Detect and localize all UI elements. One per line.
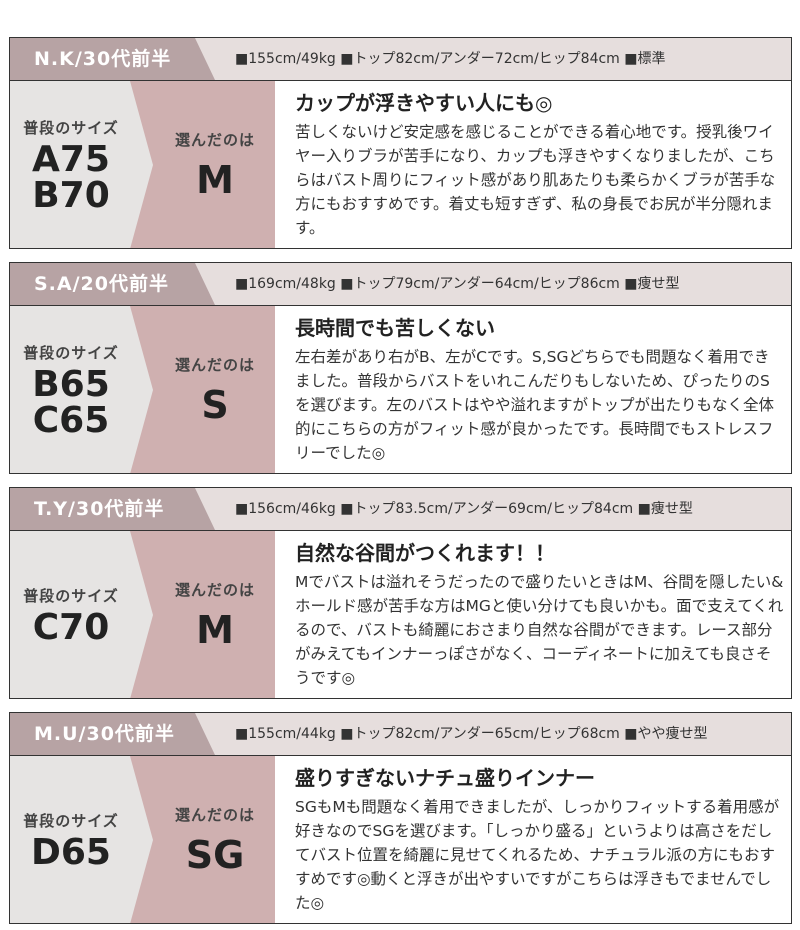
review-header: M.U/30代前半 ■155cm/44kg ■トップ82cm/アンダー65cm/… [10, 713, 791, 756]
usual-size: B65 [32, 363, 110, 405]
reviewer-name: S.A/20代前半 [10, 263, 215, 305]
usual-size-label: 普段のサイズ [23, 118, 119, 137]
review-header: T.Y/30代前半 ■156cm/46kg ■トップ83.5cm/アンダー69c… [10, 488, 791, 531]
review-content: 盛りすぎないナチュ盛りインナー SGもMも問題なく着用できましたが、しっかりフィ… [295, 762, 785, 915]
review-title: カップが浮きやすい人にも◎ [295, 91, 553, 115]
usual-size: D65 [31, 831, 111, 873]
review-text: 苦しくないけど安定感を感じることができる着心地です。授乳後ワイヤー入りブラが苦手… [295, 123, 776, 237]
usual-bg [10, 531, 153, 698]
chosen-size-block: 選んだのは S [155, 306, 275, 473]
reviewer-specs: ■155cm/49kg ■トップ82cm/アンダー72cm/ヒップ84cm ■標… [235, 51, 666, 67]
review-title: 盛りすぎないナチュ盛りインナー [295, 766, 595, 790]
review-body: 普段のサイズ C70 選んだのは M 自然な谷間がつくれます！！ Mでバストは溢れ… [10, 531, 791, 698]
review-text: Mでバストは溢れそうだったので盛りたいときはM、谷間を隠したい&ホールド感が苦手… [295, 573, 784, 687]
usual-size-label: 普段のサイズ [23, 586, 119, 605]
review-text: SGもMも問題なく着用できましたが、しっかりフィットする着用感が好きなのでSGを… [295, 798, 780, 912]
review-header: S.A/20代前半 ■169cm/48kg ■トップ79cm/アンダー64cm/… [10, 263, 791, 306]
reviewer-name: T.Y/30代前半 [10, 488, 215, 530]
chosen-size-label: 選んだのは [174, 805, 255, 824]
usual-size: A75 [32, 138, 110, 180]
reviewer-name: N.K/30代前半 [10, 38, 215, 80]
usual-size: C70 [32, 606, 110, 648]
review-content: 長時間でも苦しくない 左右差があり右がB、左がCです。S,SGどちらでも問題なく… [295, 312, 785, 465]
usual-size-label: 普段のサイズ [23, 811, 119, 830]
chosen-size-block: 選んだのは SG [155, 756, 275, 923]
review-body: 普段のサイズ D65 選んだのは SG 盛りすぎないナチュ盛りインナー SGもMも… [10, 756, 791, 923]
chosen-size-label: 選んだのは [174, 580, 255, 599]
usual-size-block: 普段のサイズ C70 [10, 531, 132, 698]
chosen-size: SG [185, 832, 245, 877]
reviewer-specs: ■156cm/46kg ■トップ83.5cm/アンダー69cm/ヒップ84cm … [235, 501, 693, 517]
review-content: カップが浮きやすい人にも◎ 苦しくないけど安定感を感じることができる着心地です。… [295, 87, 785, 240]
review-header: N.K/30代前半 ■155cm/49kg ■トップ82cm/アンダー72cm/… [10, 38, 791, 81]
review-body: 普段のサイズ A75 B70 選んだのは M カップが浮きやすい人にも◎ 苦しくない… [10, 81, 791, 248]
review-title: 自然な谷間がつくれます！！ [295, 541, 555, 565]
review-text: 左右差があり右がB、左がCです。S,SGどちらでも問題なく着用できました。普段か… [295, 348, 774, 462]
review-body: 普段のサイズ B65 C65 選んだのは S 長時間でも苦しくない 左右差があり右が… [10, 306, 791, 473]
reviewer-specs: ■155cm/44kg ■トップ82cm/アンダー65cm/ヒップ68cm ■や… [235, 726, 708, 742]
chosen-size-block: 選んだのは M [155, 531, 275, 698]
review-card: T.Y/30代前半 ■156cm/46kg ■トップ83.5cm/アンダー69c… [9, 487, 792, 699]
usual-size-block: 普段のサイズ D65 [10, 756, 132, 923]
chosen-size: S [201, 382, 229, 427]
usual-size: C65 [32, 399, 110, 441]
usual-size-label: 普段のサイズ [23, 343, 119, 362]
usual-size-block: 普段のサイズ A75 B70 [10, 81, 132, 248]
review-content: 自然な谷間がつくれます！！ Mでバストは溢れそうだったので盛りたいときはM、谷間… [295, 537, 785, 690]
chosen-size: M [196, 607, 234, 652]
chosen-size-block: 選んだのは M [155, 81, 275, 248]
usual-bg [10, 306, 153, 473]
review-card: S.A/20代前半 ■169cm/48kg ■トップ79cm/アンダー64cm/… [9, 262, 792, 474]
chosen-size: M [196, 157, 234, 202]
chosen-size-label: 選んだのは [174, 355, 255, 374]
reviewer-specs: ■169cm/48kg ■トップ79cm/アンダー64cm/ヒップ86cm ■痩… [235, 276, 680, 292]
usual-bg [10, 81, 153, 248]
reviewer-name: M.U/30代前半 [10, 713, 215, 755]
chosen-size-label: 選んだのは [174, 130, 255, 149]
usual-size: B70 [32, 174, 110, 216]
review-title: 長時間でも苦しくない [295, 316, 495, 340]
review-card: N.K/30代前半 ■155cm/49kg ■トップ82cm/アンダー72cm/… [9, 37, 792, 249]
review-card: M.U/30代前半 ■155cm/44kg ■トップ82cm/アンダー65cm/… [9, 712, 792, 924]
usual-size-block: 普段のサイズ B65 C65 [10, 306, 132, 473]
usual-bg [10, 756, 153, 923]
